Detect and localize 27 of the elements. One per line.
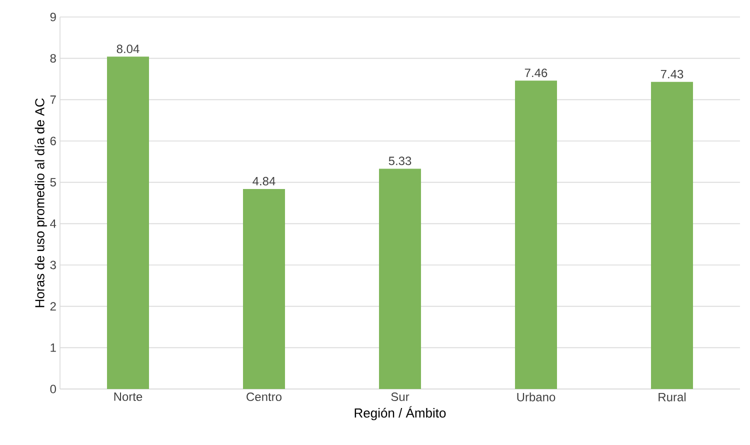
data-label: 7.46 <box>524 68 548 78</box>
x-tick-label: Centro <box>246 392 282 402</box>
y-tick-label: 9 <box>50 12 56 22</box>
bar <box>515 80 557 389</box>
y-axis-title: Horas de uso promedio al día de AC <box>34 98 47 308</box>
data-label: 4.84 <box>252 176 276 186</box>
y-tick-label: 4 <box>50 220 56 228</box>
y-tick-label: 7 <box>50 96 56 104</box>
bar <box>379 168 421 389</box>
bar <box>107 56 149 389</box>
y-tick-label: 5 <box>50 178 56 187</box>
y-tick-label: 2 <box>50 302 56 311</box>
y-tick-label: 3 <box>50 260 56 270</box>
x-tick-label: Sur <box>391 392 410 402</box>
y-tick-label: 8 <box>50 54 56 63</box>
bar <box>243 188 285 389</box>
data-label: 5.33 <box>388 156 412 166</box>
y-tick-label: 0 <box>50 384 56 394</box>
x-tick-label: Urbano <box>517 392 556 402</box>
data-label: 8.04 <box>116 44 140 54</box>
data-label: 7.43 <box>660 70 684 78</box>
x-tick-label: Rural <box>658 392 686 402</box>
bar <box>651 82 693 389</box>
x-tick-label: Norte <box>114 392 142 401</box>
x-axis-title: Región / Ámbito <box>354 406 446 420</box>
y-tick-label: 1 <box>50 344 56 352</box>
y-tick-label: 6 <box>50 136 56 146</box>
